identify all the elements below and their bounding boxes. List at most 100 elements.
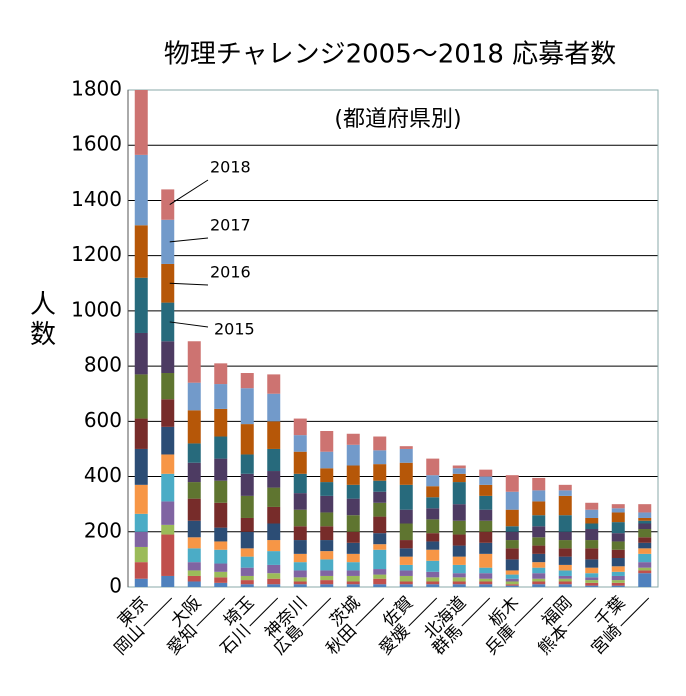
bar-segment: [373, 533, 387, 545]
bar-segment: [320, 495, 334, 513]
bar-segment: [399, 575, 413, 582]
bar-segment: [585, 502, 599, 510]
bar-segment: [267, 523, 281, 541]
plot-border: [127, 89, 659, 588]
bar-segment: [187, 575, 201, 582]
label-connector: [196, 597, 226, 627]
bar-segment: [452, 468, 466, 474]
label-connector: [567, 597, 597, 627]
bar-segment: [373, 549, 387, 570]
bar-segment: [293, 473, 307, 494]
x-tick-label: 熊本: [535, 621, 573, 659]
bar-segment: [399, 448, 413, 463]
bar-segment: [611, 575, 625, 581]
annotation: 2016: [210, 263, 251, 282]
label-connector: [143, 597, 173, 627]
bar-segment: [373, 574, 387, 579]
bar-segment: [558, 490, 572, 496]
bar-segment: [399, 540, 413, 549]
bar-segment: [240, 473, 254, 496]
bar-segment: [479, 484, 493, 496]
bar-segment: [399, 509, 413, 524]
bar-segment: [346, 484, 360, 499]
bar-segment: [532, 578, 546, 582]
bar-segment: [214, 480, 228, 503]
bar-segment: [214, 408, 228, 437]
bar-segment: [320, 468, 334, 483]
bar-segment: [161, 524, 175, 535]
bar-segment: [134, 154, 148, 226]
bar-segment: [479, 531, 493, 543]
bar-segment: [267, 471, 281, 488]
bar-segment: [187, 462, 201, 483]
bar-segment: [214, 363, 228, 385]
bar-segment: [214, 502, 228, 528]
bar-segment: [452, 564, 466, 574]
bar-segment: [267, 584, 281, 587]
bar-segment: [479, 553, 493, 568]
bar-segment: [638, 529, 652, 538]
label-connector: [514, 597, 544, 627]
label-connector: [355, 597, 385, 627]
bar-segment: [558, 556, 572, 565]
bar-segment: [505, 578, 519, 582]
bar-segment: [161, 534, 175, 576]
bar-segment: [426, 533, 440, 542]
bar-segment: [452, 584, 466, 587]
bar-segment: [505, 584, 519, 586]
bar-segment: [452, 577, 466, 582]
bar-segment: [346, 575, 360, 582]
bar-segment: [293, 562, 307, 571]
bar-segment: [532, 515, 546, 527]
bar-segment: [320, 575, 334, 581]
bar-segment: [346, 515, 360, 532]
bar-segment: [532, 537, 546, 546]
bar-segment: [346, 465, 360, 485]
bar-segment: [479, 495, 493, 510]
bar-segment: [505, 574, 519, 579]
bar-segment: [505, 540, 519, 549]
bar-segment: [240, 517, 254, 532]
bar-segment: [161, 501, 175, 525]
bar-segment: [373, 584, 387, 587]
bar-segment: [267, 374, 281, 394]
bar-segment: [346, 433, 360, 445]
bar-segment: [558, 581, 572, 585]
label-connector: [249, 597, 279, 627]
bar-segment: [426, 486, 440, 498]
bar-segment: [611, 508, 625, 513]
bar-segment: [214, 571, 228, 578]
bar-segment: [426, 519, 440, 534]
bar-segment: [161, 302, 175, 342]
bar-segment: [558, 531, 572, 541]
bar-segment: [479, 578, 493, 582]
y-tick-label: 1600: [71, 132, 122, 156]
bar-segment: [638, 573, 652, 587]
bar-segment: [134, 332, 148, 375]
bar-segment: [638, 562, 652, 568]
bar-segment: [293, 540, 307, 554]
bar-segment: [214, 563, 228, 572]
bar-segment: [638, 553, 652, 563]
bar-segment: [214, 458, 228, 481]
y-tick-label: 400: [84, 463, 122, 487]
bar-segment: [399, 484, 413, 510]
bar-segment: [426, 560, 440, 572]
bar-segment: [214, 549, 228, 564]
bar-segment: [187, 410, 201, 444]
bar-segment: [267, 551, 281, 565]
bar-segment: [532, 545, 546, 554]
bar-segment: [187, 382, 201, 411]
bar-segment: [452, 534, 466, 546]
bar-segment: [532, 573, 546, 579]
bar-segment: [267, 564, 281, 574]
bar-segment: [240, 584, 254, 587]
bar-segment: [293, 451, 307, 474]
bar-segment: [161, 219, 175, 264]
bar-segment: [346, 570, 360, 576]
bar-segment: [346, 498, 360, 516]
bar-segment: [558, 564, 572, 571]
bar-segment: [240, 373, 254, 389]
bar-segment: [558, 584, 572, 587]
annotation-line: [169, 321, 209, 328]
